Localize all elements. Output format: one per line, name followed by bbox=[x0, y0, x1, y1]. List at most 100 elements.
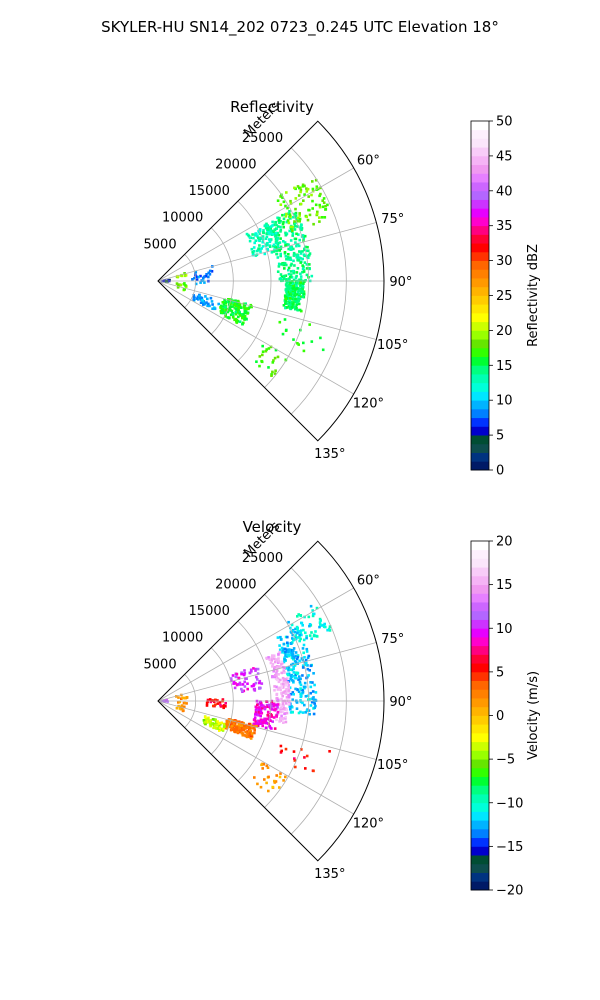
colorbar-tick-label: 10 bbox=[496, 622, 513, 637]
colorbar-segment bbox=[471, 636, 489, 647]
echo-gate bbox=[295, 625, 299, 629]
echo-gate bbox=[261, 344, 264, 348]
echo-gate bbox=[254, 232, 258, 235]
echo-gate bbox=[278, 707, 282, 711]
echo-gate bbox=[197, 275, 200, 279]
echo-gate bbox=[308, 623, 312, 626]
echo-gate bbox=[176, 283, 180, 286]
echo-gate bbox=[316, 210, 319, 214]
echo-gate bbox=[270, 251, 274, 254]
echo-gate bbox=[286, 644, 290, 648]
echo-gate bbox=[236, 302, 239, 305]
echo-gate bbox=[243, 315, 247, 318]
colorbar-segment bbox=[471, 225, 489, 235]
echo-gate bbox=[178, 707, 182, 710]
echo-gate bbox=[276, 256, 280, 259]
echo-gate bbox=[298, 308, 302, 312]
echo-gate bbox=[184, 284, 187, 287]
echo-gate bbox=[289, 708, 292, 711]
colorbar-segment bbox=[471, 671, 489, 682]
echo-gate bbox=[177, 696, 180, 699]
echo-gate bbox=[266, 241, 269, 245]
echo-gate bbox=[296, 225, 299, 228]
echo-gate bbox=[222, 306, 226, 309]
colorbar-segment bbox=[471, 251, 489, 262]
echo-gate bbox=[236, 729, 239, 732]
echo-gate bbox=[289, 225, 293, 229]
echo-gate bbox=[201, 301, 205, 304]
echo-gate bbox=[297, 298, 301, 302]
echo-gate bbox=[291, 691, 295, 694]
echo-gate bbox=[291, 232, 295, 235]
echo-gate bbox=[294, 297, 297, 301]
theta-tick-label: 135° bbox=[314, 867, 345, 882]
echo-gate bbox=[242, 721, 245, 725]
echo-gate bbox=[240, 721, 244, 725]
echo-gate bbox=[235, 672, 239, 676]
echo-gate bbox=[295, 284, 298, 288]
echo-gate bbox=[307, 709, 311, 712]
colorbar-segment bbox=[471, 593, 489, 603]
echo-gate bbox=[285, 696, 289, 699]
echo-gate bbox=[287, 268, 290, 272]
echo-gate bbox=[289, 626, 292, 630]
echo-gate bbox=[303, 615, 306, 619]
echo-gate bbox=[215, 724, 218, 727]
echo-gate bbox=[276, 666, 279, 669]
echo-gate bbox=[195, 278, 199, 281]
colorbar-segment bbox=[471, 741, 489, 751]
echo-gate bbox=[308, 669, 311, 672]
echo-gate bbox=[270, 374, 273, 377]
echo-gate bbox=[289, 264, 293, 267]
echo-gate bbox=[288, 299, 292, 302]
colorbar-tick-label: 15 bbox=[496, 359, 513, 374]
echo-gate bbox=[292, 657, 295, 661]
echo-gate bbox=[297, 630, 300, 633]
echo-gate bbox=[183, 696, 187, 700]
echo-gate bbox=[297, 613, 300, 616]
echo-gate bbox=[273, 356, 277, 360]
echo-gate bbox=[205, 301, 208, 304]
theta-tick-label: 75° bbox=[381, 212, 404, 227]
echo-gate bbox=[299, 632, 302, 635]
echo-gate bbox=[181, 696, 184, 700]
echo-gate bbox=[250, 670, 253, 673]
echo-gate bbox=[259, 686, 262, 690]
echo-gate bbox=[256, 235, 259, 238]
echo-gate bbox=[277, 673, 280, 676]
colorbar-tick-label: 35 bbox=[496, 219, 513, 234]
echo-gate bbox=[287, 247, 290, 251]
echo-gate bbox=[261, 767, 264, 770]
echo-gate bbox=[293, 638, 296, 641]
echo-gate bbox=[259, 712, 262, 715]
echo-gate bbox=[199, 301, 203, 304]
echo-gate bbox=[281, 694, 284, 698]
colorbar-segment bbox=[471, 260, 489, 270]
echo-gate bbox=[209, 296, 213, 300]
echo-gate bbox=[260, 719, 264, 723]
colorbar-segment bbox=[471, 837, 489, 847]
echo-gate bbox=[240, 689, 244, 692]
echo-gate bbox=[226, 316, 230, 319]
echo-gate bbox=[242, 672, 245, 676]
echo-gate bbox=[289, 270, 293, 273]
echo-gate bbox=[306, 218, 310, 222]
echo-gate bbox=[220, 309, 224, 312]
echo-gate bbox=[201, 298, 204, 302]
theta-tick-label: 105° bbox=[377, 338, 408, 353]
echo-gate bbox=[293, 228, 297, 231]
echo-gate bbox=[312, 699, 316, 702]
echo-gate bbox=[294, 687, 297, 691]
echo-gate bbox=[203, 281, 206, 284]
echo-gate bbox=[268, 245, 272, 248]
echo-gate bbox=[319, 192, 322, 196]
echo-gate bbox=[277, 265, 281, 268]
echo-gate bbox=[237, 720, 241, 723]
colorbar-segment bbox=[471, 628, 489, 638]
echo-gate bbox=[308, 252, 312, 255]
echo-gate bbox=[251, 233, 254, 236]
echo-gate bbox=[226, 300, 229, 304]
echo-gate bbox=[286, 296, 289, 300]
echo-gate bbox=[305, 187, 308, 190]
echo-gate bbox=[305, 754, 309, 758]
